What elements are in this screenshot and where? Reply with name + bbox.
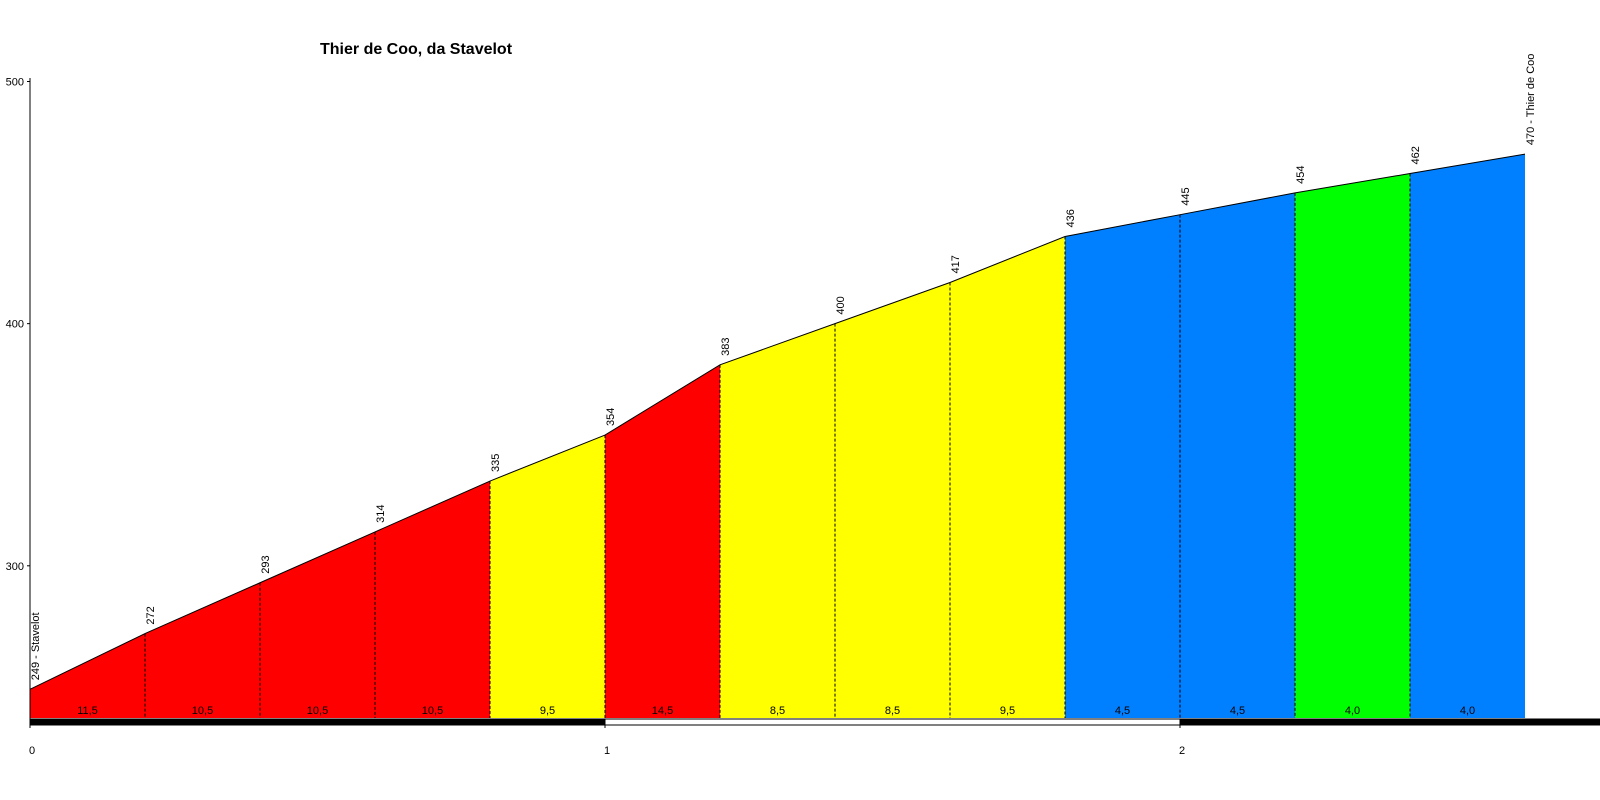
segment-gradient-label: 10,5 <box>192 705 213 717</box>
elevation-label: 249 - Stavelot <box>30 612 42 680</box>
segment-gradient-label: 4,0 <box>1345 705 1360 717</box>
profile-segment <box>950 236 1065 718</box>
elevation-label: 272 <box>145 606 157 624</box>
chart-title: Thier de Coo, da Stavelot <box>320 41 513 58</box>
profile-segment <box>260 531 375 718</box>
elevation-label: 335 <box>490 454 502 472</box>
profile-segment <box>1295 173 1410 719</box>
segment-gradient-label: 10,5 <box>307 705 328 717</box>
segment-gradient-label: 9,5 <box>540 705 555 717</box>
elevation-label: 417 <box>950 255 962 273</box>
profile-segment <box>490 435 605 718</box>
x-tick-label: 2 <box>1179 745 1185 757</box>
elevation-label: 436 <box>1065 209 1077 227</box>
profile-segment <box>1410 154 1525 718</box>
profile-segment <box>605 364 720 718</box>
elevation-label: 293 <box>260 555 272 573</box>
km-bar-segment <box>604 718 1181 726</box>
segment-gradient-label: 9,5 <box>1000 705 1015 717</box>
segment-gradient-label: 4,5 <box>1230 705 1245 717</box>
profile-segment <box>375 481 490 718</box>
profile-segment <box>30 633 145 718</box>
elevation-label: 445 <box>1180 187 1192 205</box>
segment-gradient-label: 4,0 <box>1460 705 1475 717</box>
segment-gradient-label: 11,5 <box>77 705 98 717</box>
x-tick-label: 0 <box>29 745 35 757</box>
y-tick-label: 400 <box>6 319 24 331</box>
profile-segment <box>720 323 835 718</box>
y-tick-label: 500 <box>6 77 24 89</box>
elevation-label: 462 <box>1410 146 1422 164</box>
segment-gradient-label: 8,5 <box>770 705 785 717</box>
profile-line <box>29 153 1526 690</box>
elevation-label: 454 <box>1295 166 1307 184</box>
elevation-label: 314 <box>375 505 387 523</box>
profile-segment <box>145 582 260 718</box>
km-bar-segment <box>1179 718 1600 726</box>
elevation-label: 354 <box>605 408 617 426</box>
profile-segment <box>835 282 950 718</box>
km-bar-segment <box>29 718 606 726</box>
elevation-label: 383 <box>720 337 732 355</box>
segment-gradient-label: 14,5 <box>652 705 673 717</box>
y-tick-label: 300 <box>6 561 24 573</box>
segment-gradient-label: 8,5 <box>885 705 900 717</box>
segment-gradient-label: 4,5 <box>1115 705 1130 717</box>
x-tick-label: 1 <box>604 745 610 757</box>
elevation-label: 400 <box>835 296 847 314</box>
elevation-label: 470 - Thier de Coo <box>1525 54 1537 146</box>
profile-segment <box>1065 214 1180 718</box>
segment-gradient-label: 10,5 <box>422 705 443 717</box>
profile-segment <box>1180 192 1295 718</box>
